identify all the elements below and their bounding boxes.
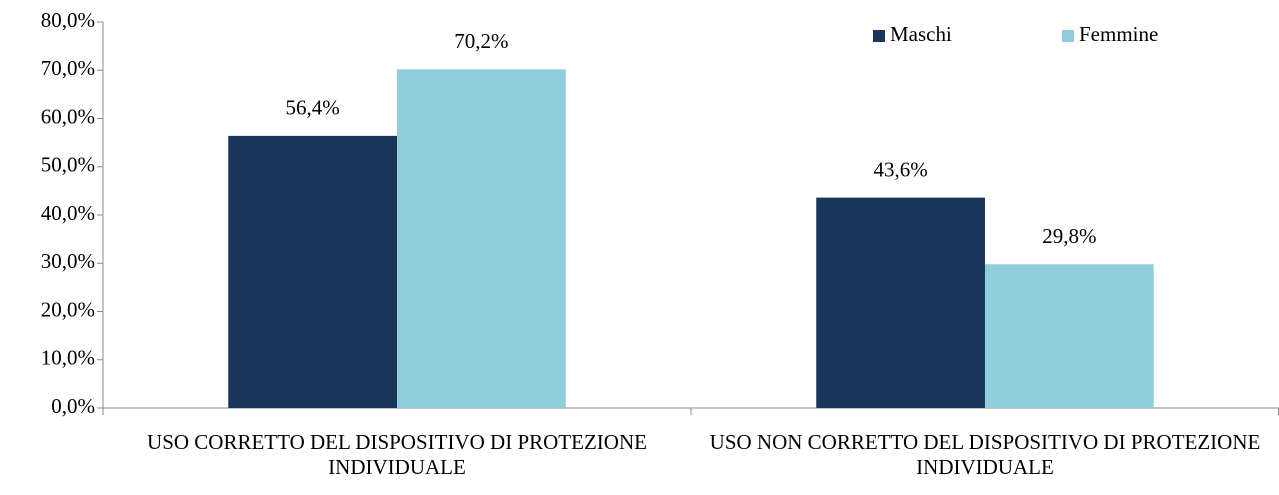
legend-swatch — [1062, 30, 1074, 42]
y-tick-label: 40,0% — [41, 201, 95, 225]
legend-label: Femmine — [1079, 22, 1158, 46]
x-tick-label: USO NON CORRETTO DEL DISPOSITIVO DI PROT… — [709, 430, 1261, 479]
y-tick-label: 20,0% — [41, 297, 95, 321]
data-label: 56,4% — [285, 96, 339, 120]
data-label: 29,8% — [1042, 224, 1096, 248]
y-tick-label: 30,0% — [41, 249, 95, 273]
y-tick-label: 60,0% — [41, 104, 95, 128]
legend-label: Maschi — [890, 22, 952, 46]
y-tick-label: 70,0% — [41, 56, 95, 80]
bar — [985, 264, 1154, 408]
y-tick-label: 10,0% — [41, 346, 95, 370]
bar — [397, 69, 566, 408]
data-label: 70,2% — [454, 29, 508, 53]
bar — [816, 197, 985, 408]
data-label: 43,6% — [873, 157, 927, 181]
x-tick-label: USO CORRETTO DEL DISPOSITIVO DI PROTEZIO… — [147, 430, 647, 479]
y-tick-label: 50,0% — [41, 153, 95, 177]
bar — [228, 135, 397, 408]
legend-swatch — [873, 30, 885, 42]
y-tick-label: 0,0% — [51, 394, 95, 418]
y-tick-label: 80,0% — [41, 8, 95, 32]
